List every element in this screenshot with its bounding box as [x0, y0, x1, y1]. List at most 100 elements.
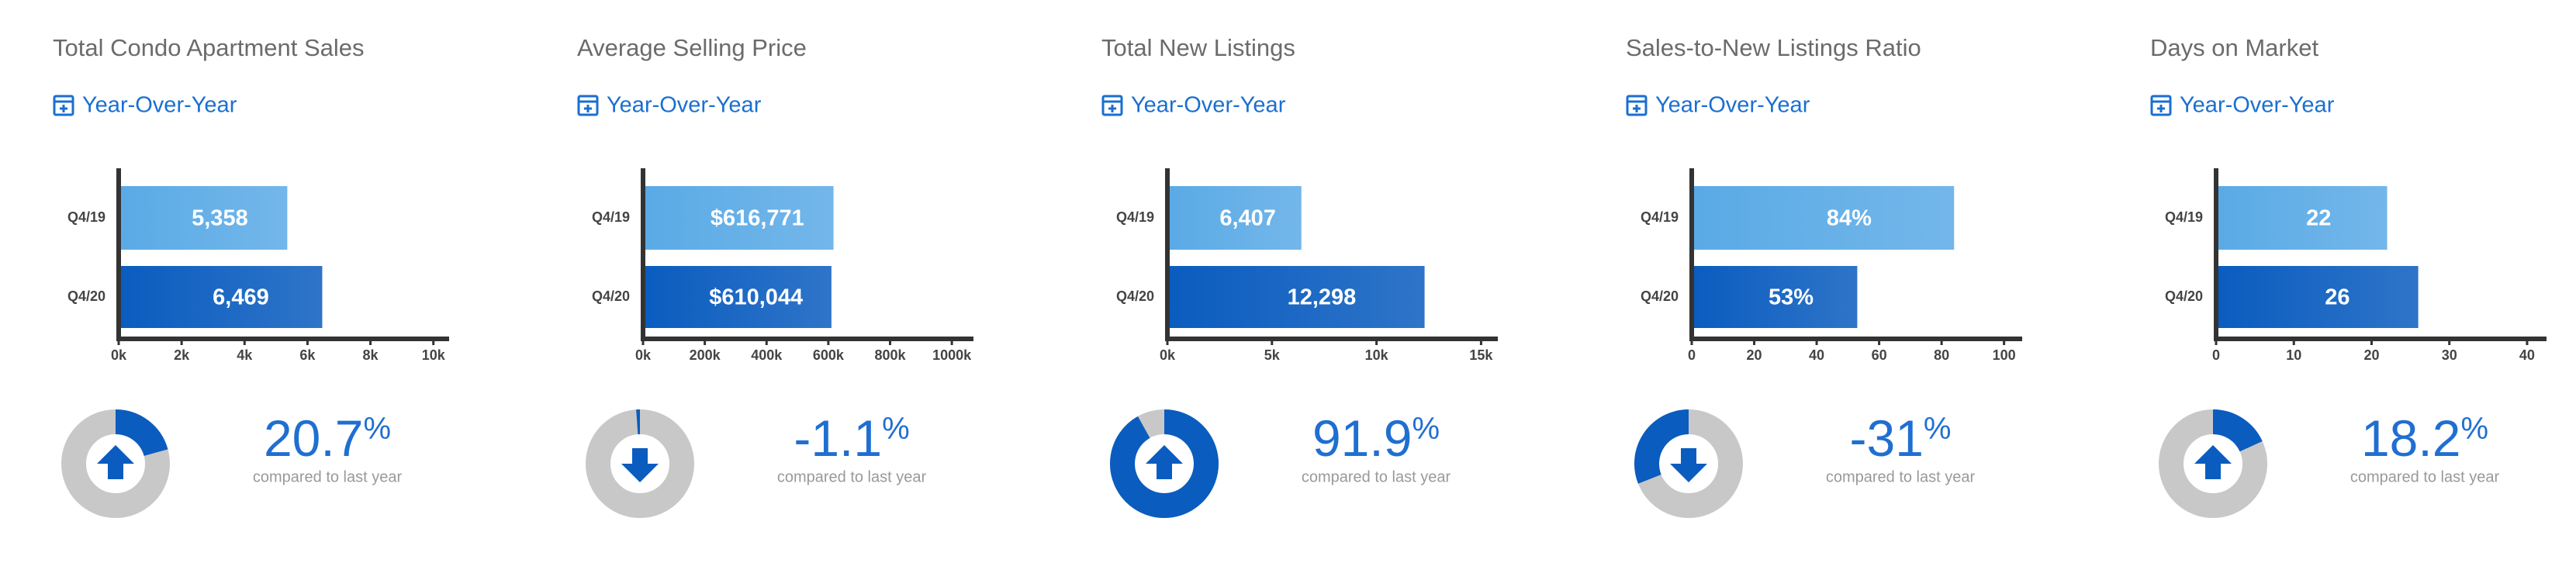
donut-arc	[115, 409, 168, 457]
x-tick-label: 0k	[1160, 347, 1176, 363]
calendar-body	[53, 95, 74, 116]
donut-arc	[1110, 409, 1219, 518]
x-tick-label: 40	[2519, 347, 2535, 363]
calendar-icon	[2150, 95, 2172, 116]
category-label: Q4/19	[67, 209, 105, 225]
trend-arrow	[621, 448, 659, 482]
chart-title: Total New Listings	[1101, 34, 1295, 61]
x-tick-label: 0k	[635, 347, 652, 363]
x-tick-label: 0	[1688, 347, 1696, 363]
change-note: compared to last year	[2350, 468, 2500, 485]
value-label: $610,044	[709, 285, 803, 310]
x-tick-label: 10k	[422, 347, 446, 363]
chart-panel: Days on Market Year-Over-Year Q4/19 22 Q4/20…	[2150, 34, 2547, 518]
x-tick-label: 400k	[751, 347, 783, 363]
x-tick-label: 10k	[1365, 347, 1389, 363]
x-tick-label: 30	[2442, 347, 2457, 363]
x-tick-label: 2k	[174, 347, 190, 363]
bar	[1692, 266, 1858, 328]
chart-panel: Total Condo Apartment Sales Year-Over-Yea…	[53, 34, 449, 518]
value-label: 53%	[1769, 285, 1814, 310]
x-tick-label: 20	[2363, 347, 2379, 363]
calendar-body	[1101, 95, 1123, 116]
trend-arrow	[1146, 445, 1183, 479]
category-label: Q4/19	[1116, 209, 1154, 225]
change-note: compared to last year	[777, 468, 927, 485]
category-label: Q4/19	[1641, 209, 1679, 225]
change-number: 20.7	[264, 409, 363, 467]
bar	[643, 186, 834, 250]
change-unit: %	[363, 412, 391, 446]
value-label: 22	[2306, 206, 2331, 231]
trend-arrow	[2194, 445, 2232, 479]
change-unit: %	[882, 412, 910, 446]
x-tick-label: 800k	[874, 347, 906, 363]
chart-panel: Total New Listings Year-Over-Year Q4/19 6,4…	[1101, 34, 1498, 518]
change-note: compared to last year	[253, 468, 403, 485]
change-value: 18.2%	[2361, 409, 2488, 467]
bar	[643, 266, 832, 328]
category-label: Q4/20	[1116, 288, 1154, 304]
change-number: -1.1	[794, 409, 882, 467]
category-label: Q4/20	[2165, 288, 2203, 304]
change-number: 18.2	[2361, 409, 2460, 467]
donut-arc	[2212, 409, 2263, 452]
category-label: Q4/19	[2165, 209, 2203, 225]
x-tick-label: 20	[1747, 347, 1762, 363]
bar	[119, 266, 323, 328]
change-number: -31	[1850, 409, 1924, 467]
x-tick-label: 60	[1872, 347, 1887, 363]
chart-panel: Sales-to-New Listings Ratio Year-Over-Yea…	[1626, 34, 2022, 518]
calendar-icon	[1101, 95, 1123, 116]
chart-subtitle: Year-Over-Year	[607, 93, 762, 118]
category-label: Q4/20	[1641, 288, 1679, 304]
change-note: compared to last year	[1826, 468, 1976, 485]
x-tick-label: 8k	[363, 347, 379, 363]
value-label: 6,469	[213, 285, 269, 310]
x-tick-label: 200k	[690, 347, 721, 363]
chart-title: Sales-to-New Listings Ratio	[1626, 34, 1921, 61]
chart-subtitle: Year-Over-Year	[82, 93, 237, 118]
change-value: -31%	[1850, 409, 1952, 467]
category-label: Q4/20	[67, 288, 105, 304]
x-tick-label: 10	[2286, 347, 2301, 363]
value-label: 26	[2325, 285, 2350, 310]
value-label: $616,771	[711, 206, 804, 231]
chart-subtitle: Year-Over-Year	[1131, 93, 1286, 118]
bar	[2216, 186, 2388, 250]
bar	[2216, 266, 2419, 328]
value-label: 84%	[1827, 206, 1872, 231]
calendar-icon	[53, 95, 74, 116]
change-note: compared to last year	[1302, 468, 1451, 485]
bar	[119, 186, 288, 250]
x-tick-label: 5k	[1264, 347, 1281, 363]
x-tick-label: 0	[2212, 347, 2220, 363]
chart-panel: Average Selling Price Year-Over-Year Q4/19…	[577, 34, 973, 518]
change-unit: %	[1412, 412, 1440, 446]
category-label: Q4/20	[592, 288, 630, 304]
x-tick-label: 600k	[813, 347, 845, 363]
x-tick-label: 100	[1993, 347, 2016, 363]
category-label: Q4/19	[592, 209, 630, 225]
chart-title: Total Condo Apartment Sales	[53, 34, 365, 61]
change-value: 20.7%	[264, 409, 391, 467]
x-tick-label: 40	[1809, 347, 1824, 363]
chart-subtitle: Year-Over-Year	[2180, 93, 2335, 118]
x-tick-label: 0k	[111, 347, 127, 363]
calendar-body	[577, 95, 599, 116]
change-number: 91.9	[1312, 409, 1412, 467]
calendar-icon	[577, 95, 599, 116]
x-tick-label: 6k	[299, 347, 316, 363]
donut-arc	[1634, 409, 1689, 484]
trend-arrow	[97, 445, 134, 479]
bar	[1167, 186, 1302, 250]
bar	[1692, 186, 1955, 250]
chart-title: Days on Market	[2150, 34, 2318, 61]
calendar-icon	[1626, 95, 1648, 116]
bar	[1167, 266, 1425, 328]
change-value: -1.1%	[794, 409, 909, 467]
value-label: 6,407	[1219, 206, 1276, 231]
calendar-body	[2150, 95, 2172, 116]
